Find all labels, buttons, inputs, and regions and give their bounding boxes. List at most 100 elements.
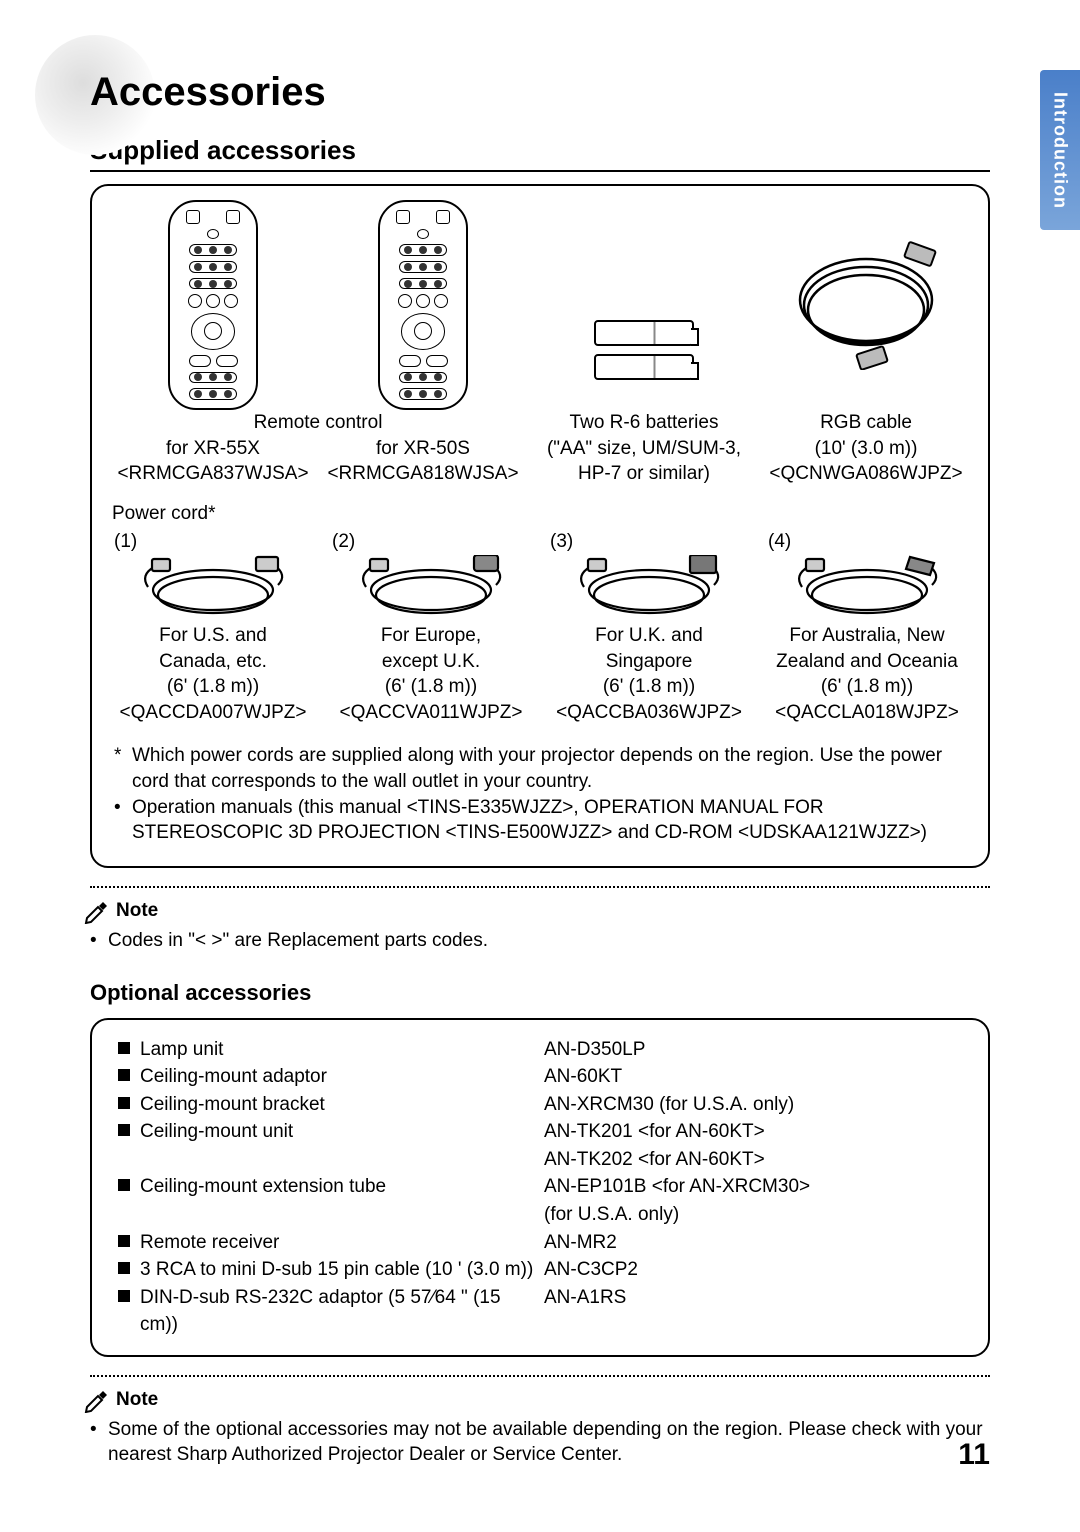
- note-icon: [84, 1387, 110, 1413]
- cord-num: (2): [332, 531, 536, 553]
- cord-code: <QACCBA036WJPZ>: [544, 700, 754, 726]
- cord-l2: Singapore: [544, 649, 754, 675]
- cord-l2: except U.K.: [326, 649, 536, 675]
- optional-code: AN-EP101B <for AN-XRCM30>: [544, 1173, 962, 1201]
- optional-heading: Optional accessories: [90, 980, 990, 1006]
- optional-item-label: Ceiling-mount adaptor: [140, 1063, 327, 1091]
- cord-code: <QACCLA018WJPZ>: [762, 700, 972, 726]
- cord-len: (6' (1.8 m)): [326, 674, 536, 700]
- optional-code: AN-60KT: [544, 1063, 962, 1091]
- power-cord-label: Power cord*: [112, 503, 972, 525]
- note2-text: Some of the optional accessories may not…: [108, 1417, 990, 1468]
- optional-item-label: 3 RCA to mini D-sub 15 pin cable (10 ' (…: [140, 1256, 533, 1284]
- remote-column: Remote control for XR-55X <RRMCGA837WJSA…: [108, 200, 528, 487]
- square-bullet-icon: [118, 1097, 130, 1109]
- cord-num: (1): [114, 531, 318, 553]
- cord-l2: Zealand and Oceania: [762, 649, 972, 675]
- remote-right-code: <RRMCGA818WJSA>: [318, 461, 528, 487]
- note1-text: Codes in "< >" are Replacement parts cod…: [108, 928, 488, 954]
- cord-code: <QACCVA011WJPZ>: [326, 700, 536, 726]
- optional-item-label: Ceiling-mount unit: [140, 1118, 293, 1146]
- square-bullet-icon: [118, 1235, 130, 1247]
- square-bullet-icon: [118, 1042, 130, 1054]
- optional-item: DIN-D-sub RS-232C adaptor (5 57⁄64 " (15…: [118, 1284, 536, 1339]
- optional-code: (for U.S.A. only): [544, 1201, 962, 1229]
- remote-left-code: <RRMCGA837WJSA>: [108, 461, 318, 487]
- cord-col-4: (4) For Australia, New Zealand and Ocean…: [762, 531, 972, 726]
- supplied-heading: Supplied accessories: [90, 135, 990, 172]
- cord-l1: For Australia, New: [762, 623, 972, 649]
- rgb-code: <QCNWGA086WJPZ>: [760, 461, 972, 487]
- dotted-separator: [90, 886, 990, 888]
- optional-right-col: AN-D350LPAN-60KTAN-XRCM30 (for U.S.A. on…: [544, 1036, 962, 1339]
- remote-right-for: for XR-50S: [318, 436, 528, 462]
- optional-code: AN-TK201 <for AN-60KT>: [544, 1118, 962, 1146]
- supplied-footnotes: *Which power cords are supplied along wi…: [108, 743, 972, 846]
- optional-item: [118, 1146, 536, 1174]
- batteries-line1: Two R-6 batteries: [538, 410, 750, 436]
- optional-item-label: Remote receiver: [140, 1229, 279, 1257]
- cord-illustration: [762, 553, 972, 623]
- rgb-line1: RGB cable: [760, 410, 972, 436]
- power-cords-row: (1) For U.S. and Canada, etc. (6' (1.8 m…: [108, 531, 972, 726]
- optional-box: Lamp unitCeiling-mount adaptorCeiling-mo…: [90, 1018, 990, 1357]
- square-bullet-icon: [118, 1069, 130, 1081]
- square-bullet-icon: [118, 1124, 130, 1136]
- note-label: Note: [116, 1389, 158, 1411]
- optional-code: AN-D350LP: [544, 1036, 962, 1064]
- rgb-column: RGB cable (10' (3.0 m)) <QCNWGA086WJPZ>: [760, 200, 972, 487]
- cord-l2: Canada, etc.: [108, 649, 318, 675]
- cord-col-2: (2) For Europe, except U.K. (6' (1.8 m))…: [326, 531, 536, 726]
- batteries-line2: ("AA" size, UM/SUM-3,: [538, 436, 750, 462]
- optional-item: Remote receiver: [118, 1229, 536, 1257]
- optional-code: AN-XRCM30 (for U.S.A. only): [544, 1091, 962, 1119]
- square-bullet-icon: [118, 1262, 130, 1274]
- note-heading: Note: [84, 898, 990, 924]
- cord-illustration: [108, 553, 318, 623]
- cord-col-1: (1) For U.S. and Canada, etc. (6' (1.8 m…: [108, 531, 318, 726]
- cord-len: (6' (1.8 m)): [108, 674, 318, 700]
- optional-code: AN-A1RS: [544, 1284, 962, 1312]
- optional-item-label: Lamp unit: [140, 1036, 223, 1064]
- optional-item: [118, 1201, 536, 1229]
- optional-item: 3 RCA to mini D-sub 15 pin cable (10 ' (…: [118, 1256, 536, 1284]
- remote-illustration-right: [378, 200, 468, 410]
- batteries-line3: HP-7 or similar): [538, 461, 750, 487]
- footnote-star: Which power cords are supplied along wit…: [132, 743, 966, 794]
- cord-code: <QACCDA007WJPZ>: [108, 700, 318, 726]
- optional-item: Ceiling-mount unit: [118, 1118, 536, 1146]
- cord-num: (4): [768, 531, 972, 553]
- note-icon: [84, 898, 110, 924]
- note-label: Note: [116, 900, 158, 922]
- optional-item-label: DIN-D-sub RS-232C adaptor (5 57⁄64 " (15…: [140, 1284, 536, 1339]
- square-bullet-icon: [118, 1290, 130, 1302]
- supplied-box: Remote control for XR-55X <RRMCGA837WJSA…: [90, 184, 990, 868]
- cord-len: (6' (1.8 m)): [544, 674, 754, 700]
- battery-illustration: [594, 354, 694, 380]
- footnote-bullet: Operation manuals (this manual <TINS-E33…: [132, 795, 966, 846]
- rgb-cable-illustration: [786, 240, 946, 370]
- optional-item: Lamp unit: [118, 1036, 536, 1064]
- cord-col-3: (3) For U.K. and Singapore (6' (1.8 m)) …: [544, 531, 754, 726]
- optional-item-label: Ceiling-mount bracket: [140, 1091, 325, 1119]
- battery-illustration: [594, 320, 694, 346]
- remote-left-for: for XR-55X: [108, 436, 318, 462]
- remote-caption: Remote control: [108, 410, 528, 436]
- cord-l1: For Europe,: [326, 623, 536, 649]
- remote-illustration-left: [168, 200, 258, 410]
- dotted-separator: [90, 1375, 990, 1377]
- optional-left-col: Lamp unitCeiling-mount adaptorCeiling-mo…: [118, 1036, 536, 1339]
- cord-len: (6' (1.8 m)): [762, 674, 972, 700]
- page-number: 11: [958, 1438, 990, 1472]
- cord-l1: For U.K. and: [544, 623, 754, 649]
- rgb-line2: (10' (3.0 m)): [760, 436, 972, 462]
- optional-item: Ceiling-mount bracket: [118, 1091, 536, 1119]
- optional-item: Ceiling-mount extension tube: [118, 1173, 536, 1201]
- optional-code: AN-TK202 <for AN-60KT>: [544, 1146, 962, 1174]
- optional-code: AN-C3CP2: [544, 1256, 962, 1284]
- optional-code: AN-MR2: [544, 1229, 962, 1257]
- page-title: Accessories: [90, 70, 990, 115]
- square-bullet-icon: [118, 1179, 130, 1191]
- optional-item-label: Ceiling-mount extension tube: [140, 1173, 386, 1201]
- cord-num: (3): [550, 531, 754, 553]
